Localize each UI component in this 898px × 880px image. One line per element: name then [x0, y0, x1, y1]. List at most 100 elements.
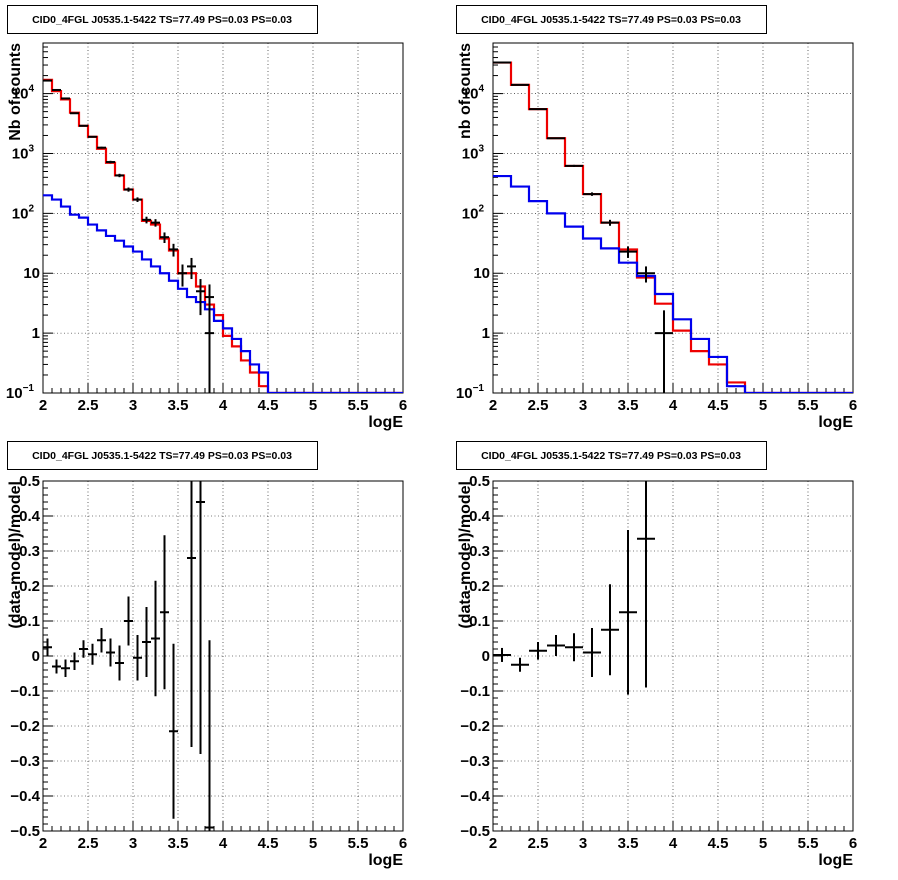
y-tick-label: 102: [462, 203, 485, 222]
y-tick-label: −0.5: [460, 823, 490, 840]
data-point: [106, 161, 115, 164]
residual-point: [601, 584, 619, 675]
x-tick-label: 4.5: [708, 835, 729, 852]
x-axis-label: logE: [818, 414, 853, 431]
x-tick-label: 3: [129, 835, 137, 852]
residual-point: [637, 481, 655, 688]
y-tick-label: −0.2: [460, 718, 490, 735]
histogram-series-red: [493, 63, 853, 393]
y-tick-label: −0.4: [460, 788, 490, 805]
data-point: [583, 192, 601, 195]
grid-lines: [493, 43, 853, 393]
residual-point: [169, 644, 178, 819]
data-point: [619, 246, 637, 257]
residual-point: [106, 639, 115, 667]
data-point: [97, 147, 106, 149]
residual-point: [583, 628, 601, 677]
x-tick-label: 4: [669, 397, 678, 414]
residual-point: [88, 644, 97, 665]
y-tick-label: 102: [12, 203, 35, 222]
data-layer: [493, 62, 853, 393]
data-point: [187, 258, 196, 279]
data-layer: [43, 481, 214, 831]
x-axis-label: logE: [818, 852, 853, 869]
residual-point: [160, 535, 169, 689]
grid-lines: [43, 481, 403, 831]
data-point: [52, 90, 61, 91]
x-tick-label: 3.5: [168, 835, 189, 852]
data-point: [115, 174, 124, 177]
residual-point: [619, 530, 637, 695]
data-point: [655, 310, 673, 393]
histogram-series-blue: [43, 195, 403, 393]
y-tick-label: 0: [32, 648, 40, 665]
residual-point: [529, 642, 547, 660]
y-tick-label: 10: [23, 265, 40, 282]
residual-point: [133, 635, 142, 681]
data-point: [43, 80, 52, 81]
x-tick-label: 6: [849, 397, 857, 414]
x-tick-label: 4.5: [258, 835, 279, 852]
x-tick-label: 4.5: [258, 397, 279, 414]
data-point: [160, 232, 169, 243]
x-tick-label: 4: [219, 397, 228, 414]
x-tick-label: 3.5: [168, 397, 189, 414]
x-tick-label: 2: [39, 397, 47, 414]
y-tick-label: −0.1: [460, 683, 490, 700]
x-tick-label: 6: [849, 835, 857, 852]
data-point: [529, 109, 547, 110]
data-point: [169, 244, 178, 257]
x-tick-label: 5.5: [798, 835, 819, 852]
x-tick-label: 2.5: [78, 397, 99, 414]
y-tick-label: −0.3: [10, 753, 40, 770]
x-tick-label: 3: [579, 835, 587, 852]
residual-point: [97, 628, 106, 653]
x-tick-label: 3.5: [618, 835, 639, 852]
x-tick-label: 2.5: [78, 835, 99, 852]
residual-point: [79, 640, 88, 658]
data-point: [637, 266, 655, 282]
chart-panel-3: CID0_4FGL J0535.1-5422 TS=77.49 PS=0.03 …: [7, 442, 407, 870]
x-tick-label: 5.5: [798, 397, 819, 414]
y-axis-label: nb of counts: [457, 43, 474, 139]
residual-point: [61, 660, 70, 678]
data-point: [79, 125, 88, 126]
chart-title: CID0_4FGL J0535.1-5422 TS=77.49 PS=0.03 …: [32, 14, 292, 26]
residual-point: [511, 658, 529, 672]
y-tick-label: −0.3: [460, 753, 490, 770]
x-tick-label: 5.5: [348, 397, 369, 414]
residual-point: [142, 607, 151, 677]
chart-panel-2: CID0_4FGL J0535.1-5422 TS=77.49 PS=0.03 …: [456, 6, 857, 432]
data-point: [61, 98, 70, 99]
data-point: [601, 220, 619, 226]
data-point: [547, 138, 565, 139]
data-point: [196, 279, 205, 315]
y-tick-label: −0.4: [10, 788, 40, 805]
x-tick-label: 6: [399, 397, 407, 414]
chart-title: CID0_4FGL J0535.1-5422 TS=77.49 PS=0.03 …: [32, 450, 292, 462]
data-point: [133, 197, 142, 202]
y-tick-label: 103: [12, 143, 35, 162]
x-tick-label: 5: [759, 397, 767, 414]
residual-point: [205, 640, 214, 831]
y-tick-label: 10: [473, 265, 490, 282]
chart-title: CID0_4FGL J0535.1-5422 TS=77.49 PS=0.03 …: [481, 450, 741, 462]
y-axis-label: Nb of counts: [7, 43, 24, 141]
y-tick-label: 1: [32, 325, 40, 342]
residual-point: [196, 481, 205, 754]
y-tick-label: 10−1: [456, 383, 485, 402]
y-tick-label: 10−1: [6, 383, 35, 402]
data-point: [565, 165, 583, 167]
residual-point: [493, 648, 511, 662]
x-tick-label: 2: [489, 397, 497, 414]
residual-point: [115, 646, 124, 681]
x-tick-label: 2.5: [528, 835, 549, 852]
data-point: [70, 113, 79, 114]
y-axis-label: (data-model)/model: [7, 481, 24, 629]
residual-point: [124, 597, 133, 646]
chart-panel-4: CID0_4FGL J0535.1-5422 TS=77.49 PS=0.03 …: [457, 442, 858, 870]
residual-point: [52, 660, 61, 674]
y-tick-label: 103: [462, 143, 485, 162]
